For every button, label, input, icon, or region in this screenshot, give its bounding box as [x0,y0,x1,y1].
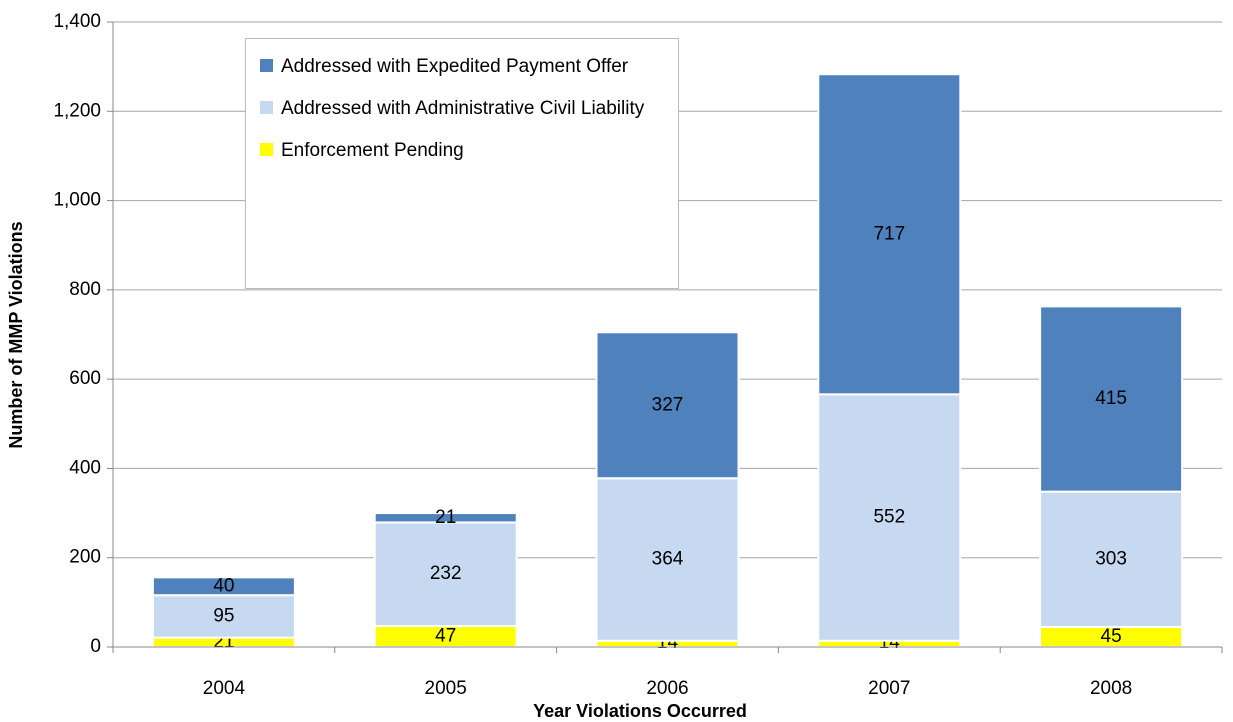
data-label: 303 [1095,548,1127,569]
data-label: 364 [652,549,684,570]
bar-segment [151,594,296,639]
y-tick-label: 800 [69,279,101,300]
y-tick-label: 1,200 [53,100,101,121]
legend-label: Enforcement Pending [281,140,464,161]
x-tick-label: 2006 [646,678,688,699]
y-tick-label: 1,000 [53,190,101,211]
bar-segment [817,393,962,642]
data-label: 95 [213,605,234,626]
bar-segment [151,576,296,597]
data-label: 717 [873,223,905,244]
bar-segment [373,512,518,524]
legend-item: Enforcement Pending [260,137,678,165]
x-tick-label: 2008 [1090,678,1132,699]
x-tick-label: 2007 [868,678,910,699]
y-axis-title: Number of MMP Violations [6,221,26,448]
data-label: 45 [1101,626,1122,647]
bar-segment [1039,305,1184,493]
x-axis-title: Year Violations Occurred [533,701,747,721]
data-label: 47 [435,626,456,647]
legend-label: Addressed with Expedited Payment Offer [281,56,629,77]
bar-segment [373,521,518,628]
data-label: 232 [430,563,462,584]
data-label: 327 [652,394,684,415]
bar-segment [817,73,962,396]
legend-swatch [260,143,273,156]
y-tick-label: 600 [69,368,101,389]
y-tick-label: 1,400 [53,11,101,32]
data-label: 415 [1095,388,1127,409]
data-label: 40 [213,575,234,596]
legend-item: Addressed with Expedited Payment Offer [260,53,678,81]
legend: Addressed with Expedited Payment Offer Ad… [245,38,679,289]
bar-segment [595,331,740,480]
data-label: 21 [435,507,456,528]
bar-segment [595,477,740,642]
y-tick-label: 0 [90,636,101,657]
x-tick-label: 2005 [425,678,467,699]
legend-item: Addressed with Administrative Civil Liab… [260,95,678,123]
y-tick-label: 200 [69,547,101,568]
legend-swatch [260,59,273,72]
legend-swatch [260,101,273,114]
legend-label: Addressed with Administrative Civil Liab… [281,98,645,119]
x-tick-label: 2004 [203,678,246,699]
y-tick-label: 400 [69,457,101,478]
data-label: 552 [873,507,905,528]
bar-segment [1039,490,1184,628]
